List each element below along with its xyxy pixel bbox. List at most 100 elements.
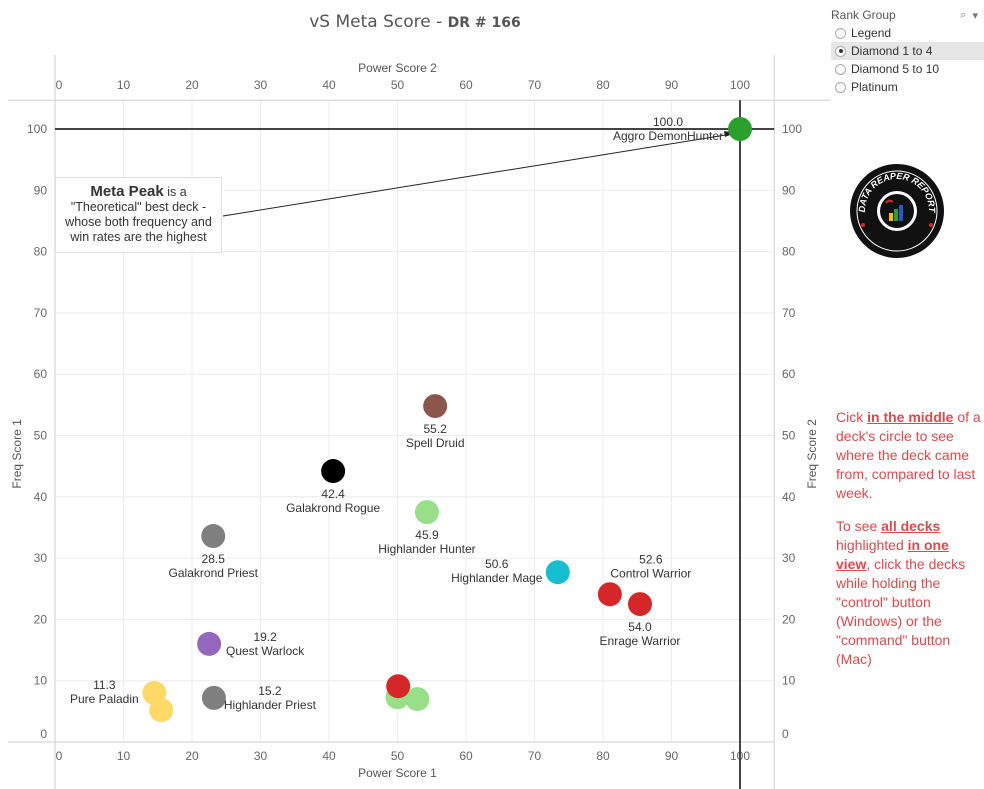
x-tick-label: 80 bbox=[596, 749, 610, 763]
help-text-part: Cick bbox=[836, 409, 868, 425]
point-score-label: 54.0 bbox=[628, 620, 652, 634]
logo-bar-icon bbox=[889, 213, 893, 221]
x-top-tick-label: 20 bbox=[185, 78, 199, 92]
point-score-label: 19.2 bbox=[253, 630, 277, 644]
radio-legend[interactable] bbox=[835, 27, 846, 39]
point-name-label: Spell Druid bbox=[406, 436, 465, 450]
x-tick-label: 0 bbox=[56, 749, 63, 763]
logo-scythe-icon bbox=[885, 199, 894, 204]
radio-diamond-5-10[interactable] bbox=[835, 63, 846, 75]
y-axis-title: Freq Score 1 bbox=[10, 419, 24, 489]
filter-title: Rank Group bbox=[831, 8, 896, 22]
point-name-label: Galakrond Priest bbox=[169, 566, 259, 580]
data-points bbox=[142, 117, 752, 723]
x-tick-label: 30 bbox=[254, 749, 268, 763]
help-paragraph-1: Cick in the middle of a deck's circle to… bbox=[836, 408, 982, 503]
y-tick-label: 70 bbox=[34, 306, 48, 320]
y-tick-label: 0 bbox=[40, 727, 47, 741]
point-quest-warlock[interactable] bbox=[197, 631, 222, 656]
help-emphasis: in the middle bbox=[867, 409, 954, 425]
meta-peak-arrow bbox=[222, 133, 733, 217]
title-main: vS Meta Score bbox=[309, 12, 431, 32]
chart-title: vS Meta Score - DR # 166 bbox=[0, 12, 830, 32]
point-spell-druid[interactable] bbox=[423, 394, 448, 419]
logo-star-icon bbox=[861, 223, 865, 227]
filter-option-label: Legend bbox=[851, 26, 892, 40]
reference-lines bbox=[55, 100, 775, 789]
x-tick-label: 20 bbox=[185, 749, 199, 763]
help-text-part: of a deck's circle to see where the deck… bbox=[836, 409, 981, 501]
y-right-tick-label: 50 bbox=[782, 429, 796, 443]
point-unlabeled[interactable] bbox=[149, 698, 174, 723]
point-aggro-demonhunter[interactable] bbox=[728, 117, 752, 141]
point-unlabeled[interactable] bbox=[386, 674, 411, 699]
point-control-warrior[interactable] bbox=[597, 582, 622, 607]
point-name-label: Aggro DemonHunter bbox=[613, 129, 723, 143]
logo-star-icon bbox=[929, 223, 933, 227]
point-highlander-mage[interactable] bbox=[545, 560, 570, 585]
point-name-label: Enrage Warrior bbox=[600, 634, 681, 648]
y-right-tick-label: 10 bbox=[782, 674, 796, 688]
rank-group-filter: Rank Group ⌕ ▾ Legend Diamond 1 to 4 Dia… bbox=[831, 6, 984, 96]
y-right-tick-label: 30 bbox=[782, 551, 796, 565]
logo-bar-icon bbox=[899, 205, 903, 221]
help-text: Cick in the middle of a deck's circle to… bbox=[836, 408, 982, 683]
x-top-tick-label: 50 bbox=[391, 78, 405, 92]
x-tick-label: 90 bbox=[665, 749, 679, 763]
point-highlander-hunter[interactable] bbox=[414, 500, 439, 525]
y-right-tick-label: 70 bbox=[782, 306, 796, 320]
axes bbox=[8, 55, 830, 789]
x-axis-title-top: Power Score 2 bbox=[358, 61, 437, 75]
point-name-label: Galakrond Rogue bbox=[286, 501, 380, 515]
x-tick-label: 40 bbox=[322, 749, 336, 763]
help-text-part: highlighted bbox=[836, 537, 908, 553]
point-name-label: Highlander Hunter bbox=[378, 542, 475, 556]
y-right-tick-label: 60 bbox=[782, 367, 796, 381]
x-axis-title: Power Score 1 bbox=[358, 766, 437, 780]
title-separator: - bbox=[430, 12, 448, 32]
filter-option-legend[interactable]: Legend bbox=[831, 24, 984, 42]
point-name-label: Highlander Priest bbox=[224, 698, 317, 712]
y-right-tick-label: 90 bbox=[782, 183, 796, 197]
y-right-tick-label: 20 bbox=[782, 612, 796, 626]
x-tick-label: 50 bbox=[391, 749, 405, 763]
x-top-tick-label: 30 bbox=[254, 78, 268, 92]
point-score-label: 28.5 bbox=[202, 552, 226, 566]
filter-option-platinum[interactable]: Platinum bbox=[831, 78, 984, 96]
help-text-part: , click the decks while holding the "con… bbox=[836, 556, 966, 667]
help-emphasis: all decks bbox=[881, 518, 941, 534]
point-galakrond-priest[interactable] bbox=[201, 524, 226, 549]
filter-option-diamond-5-10[interactable]: Diamond 5 to 10 bbox=[831, 60, 984, 78]
point-highlander-priest[interactable] bbox=[201, 685, 226, 710]
help-emphasis: in one view bbox=[836, 537, 949, 572]
filter-option-diamond-1-4[interactable]: Diamond 1 to 4 bbox=[831, 42, 984, 60]
y-tick-label: 60 bbox=[34, 367, 48, 381]
x-top-tick-label: 70 bbox=[528, 78, 542, 92]
point-score-label: 15.2 bbox=[258, 684, 282, 698]
point-enrage-warrior[interactable] bbox=[627, 592, 652, 617]
y-right-tick-label: 0 bbox=[782, 727, 789, 741]
point-name-label: Pure Paladin bbox=[70, 692, 139, 706]
y-tick-label: 100 bbox=[27, 122, 47, 136]
annotation-line3: whose both frequency and bbox=[65, 215, 212, 229]
x-tick-label: 10 bbox=[117, 749, 131, 763]
chevron-down-icon[interactable]: ▾ bbox=[972, 9, 978, 22]
search-icon[interactable]: ⌕ bbox=[960, 8, 967, 21]
point-name-label: Highlander Mage bbox=[451, 571, 543, 585]
point-galakrond-rogue[interactable] bbox=[321, 459, 346, 484]
radio-platinum[interactable] bbox=[835, 81, 846, 93]
y-tick-label: 10 bbox=[34, 674, 48, 688]
y-tick-label: 20 bbox=[34, 612, 48, 626]
point-score-label: 55.2 bbox=[423, 422, 447, 436]
data-reaper-logo: DATA REAPER REPORT bbox=[850, 164, 944, 258]
point-unlabeled[interactable] bbox=[405, 687, 430, 712]
filter-option-label: Diamond 1 to 4 bbox=[851, 44, 933, 58]
radio-diamond-1-4[interactable] bbox=[835, 45, 846, 57]
point-score-label: 50.6 bbox=[485, 557, 509, 571]
y-tick-label: 80 bbox=[34, 245, 48, 259]
x-top-tick-label: 40 bbox=[322, 78, 336, 92]
point-score-label: 52.6 bbox=[639, 552, 663, 566]
